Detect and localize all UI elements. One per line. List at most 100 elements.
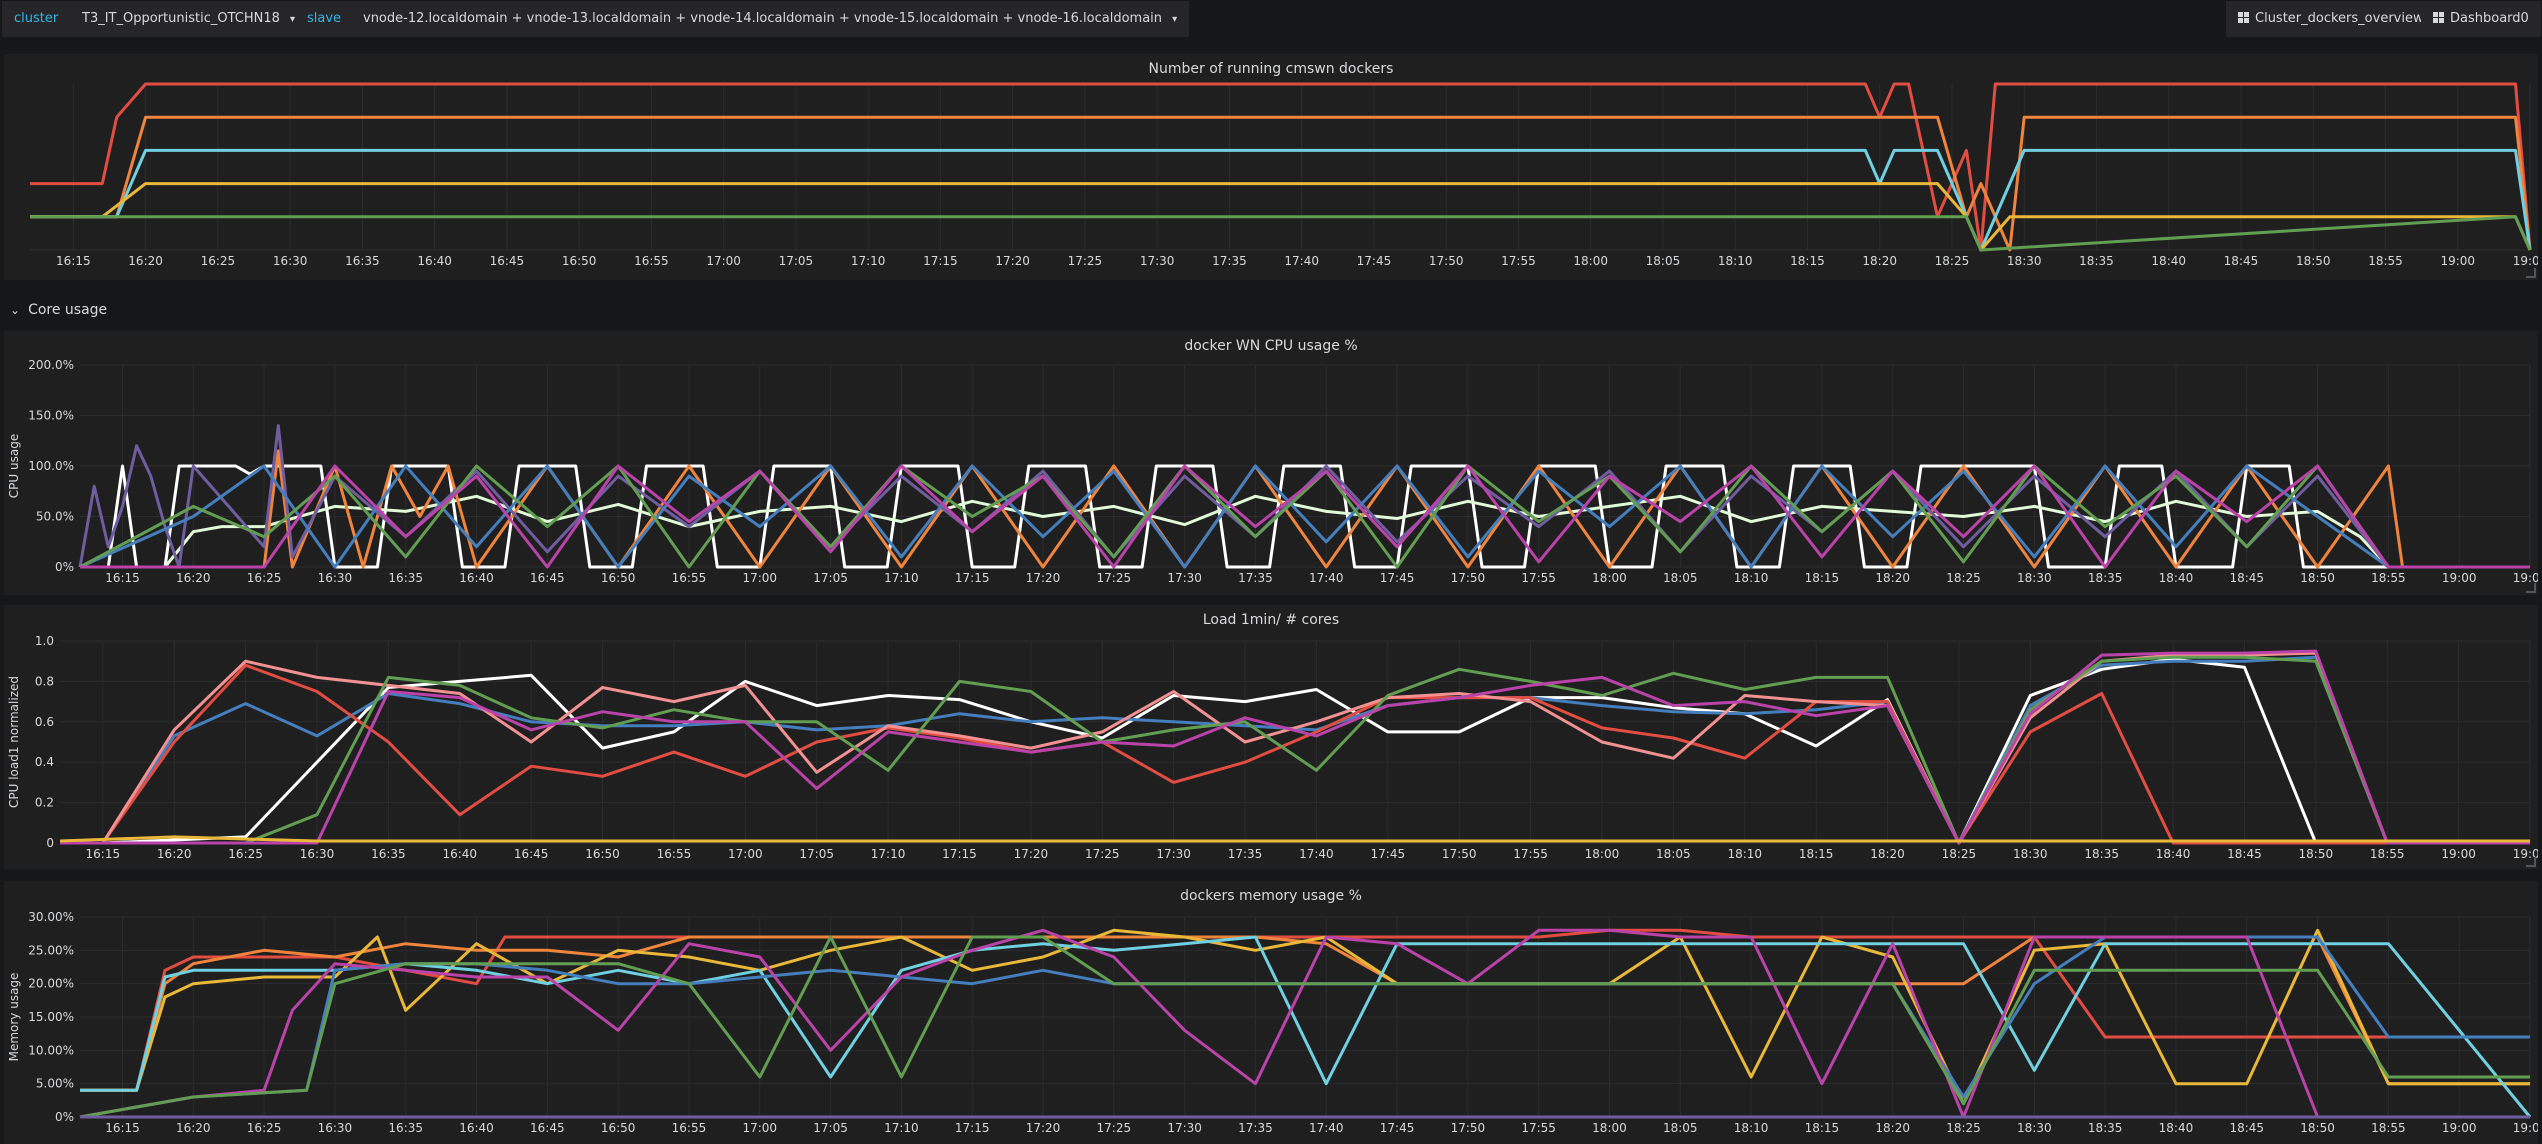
y-tick-label: 100.0% — [28, 459, 74, 473]
x-tick-label: 17:00 — [742, 1121, 777, 1135]
x-tick-label: 18:10 — [1734, 1121, 1769, 1135]
x-tick-label: 17:30 — [1167, 571, 1202, 585]
dashboard-link-dashboard0[interactable]: Dashboard0 — [2421, 1, 2541, 37]
series-line — [80, 928, 2530, 1092]
x-tick-label: 17:35 — [1238, 571, 1273, 585]
x-tick-label: 19:00 — [2440, 254, 2475, 268]
panel-resize-handle[interactable] — [2526, 268, 2536, 278]
series-line — [80, 464, 2530, 569]
x-tick-label: 18:40 — [2156, 847, 2191, 861]
x-tick-label: 16:25 — [228, 847, 263, 861]
chart-memory: dockers memory usage % Memory usage 30.00%… — [7, 888, 2538, 1135]
slave-variable-dropdown[interactable]: vnode-12.localdomain + vnode-13.localdom… — [351, 1, 1190, 37]
x-tick-label: 18:50 — [2300, 571, 2335, 585]
x-tick-label: 18:05 — [1646, 254, 1681, 268]
x-tick-label: 17:05 — [813, 571, 848, 585]
x-tick-label: 16:35 — [388, 571, 423, 585]
x-tick-label: 18:25 — [1946, 1121, 1981, 1135]
x-tick-label: 18:50 — [2299, 847, 2334, 861]
x-tick-label: 17:40 — [1284, 254, 1319, 268]
x-tick-label: 16:45 — [530, 571, 565, 585]
x-tick-label: 18:45 — [2227, 847, 2262, 861]
x-tick-label: 17:55 — [1521, 571, 1556, 585]
x-tick-label: 17:30 — [1140, 254, 1175, 268]
series-line — [60, 651, 2530, 845]
x-tick-label: 19:00 — [2441, 847, 2476, 861]
x-tick-label: 16:40 — [459, 1121, 494, 1135]
x-tick-label: 16:30 — [300, 847, 335, 861]
series-line — [30, 82, 2532, 252]
x-tick-label: 18:50 — [2300, 1121, 2335, 1135]
x-tick-label: 18:45 — [2229, 571, 2264, 585]
x-tick-label: 17:15 — [955, 571, 990, 585]
x-tick-label: 17:25 — [1097, 1121, 1132, 1135]
x-tick-label: 18:20 — [1870, 847, 1905, 861]
x-tick-label: 17:10 — [851, 254, 886, 268]
x-tick-label: 16:50 — [601, 571, 636, 585]
x-tick-label: 18:40 — [2159, 1121, 2194, 1135]
x-tick-label: 16:25 — [247, 571, 282, 585]
x-tick-label: 17:05 — [779, 254, 814, 268]
x-tick-label: 16:45 — [530, 1121, 565, 1135]
x-tick-label: 18:05 — [1663, 571, 1698, 585]
x-tick-label: 17:35 — [1228, 847, 1263, 861]
row-header-core-usage[interactable]: ⌄ Core usage — [0, 298, 107, 322]
x-tick-label: 18:35 — [2084, 847, 2119, 861]
y-tick-label: 0% — [55, 1110, 74, 1124]
x-tick-label: 17:40 — [1309, 1121, 1344, 1135]
panel-memory[interactable]: dockers memory usage % Memory usage 30.00%… — [4, 881, 2538, 1144]
cluster-variable-dropdown[interactable]: T3_IT_Opportunistic_OTCHN18 ▾ — [70, 1, 308, 37]
panel-cpu-usage[interactable]: docker WN CPU usage % CPU usage 200.0% 150.… — [4, 331, 2538, 595]
y-tick-label: 10.00% — [28, 1043, 74, 1057]
x-tick-label: 17:15 — [955, 1121, 990, 1135]
x-tick-label: 18:55 — [2370, 847, 2405, 861]
chart-cpu-usage: docker WN CPU usage % CPU usage 200.0% 150.… — [7, 338, 2538, 585]
dashboard-link-label: Cluster_dockers_overview — [2255, 11, 2424, 26]
panel-resize-handle[interactable] — [2526, 857, 2536, 867]
x-tick-label: 17:45 — [1357, 254, 1392, 268]
x-tick-label: 16:20 — [128, 254, 163, 268]
dashboard-link-cluster-dockers-overview[interactable]: Cluster_dockers_overview — [2226, 1, 2436, 37]
row-title: Core usage — [28, 302, 108, 318]
x-tick-label: 17:00 — [706, 254, 741, 268]
x-tick-label: 18:10 — [1734, 571, 1769, 585]
y-tick-label: 0.8 — [35, 674, 54, 688]
x-tick-label: 17:50 — [1429, 254, 1464, 268]
x-tick-label: 18:10 — [1718, 254, 1753, 268]
x-tick-label: 18:20 — [1862, 254, 1897, 268]
x-tick-label: 16:50 — [601, 1121, 636, 1135]
x-tick-label: 16:40 — [459, 571, 494, 585]
x-tick-label: 17:50 — [1451, 1121, 1486, 1135]
y-tick-label: 25.00% — [28, 943, 74, 957]
cluster-variable-value: T3_IT_Opportunistic_OTCHN18 — [82, 11, 280, 26]
series-line — [30, 148, 2532, 252]
x-tick-label: 18:00 — [1585, 847, 1620, 861]
x-tick-label: 17:45 — [1380, 571, 1415, 585]
series-line — [60, 657, 2530, 845]
x-tick-label: 16:50 — [585, 847, 620, 861]
x-tick-label: 18:15 — [1790, 254, 1825, 268]
series-line — [59, 835, 2530, 843]
x-tick-label: 17:55 — [1513, 847, 1548, 861]
y-tick-label: 15.00% — [28, 1010, 74, 1024]
y-tick-label: 50.0% — [36, 510, 74, 524]
panel-running-dockers[interactable]: Number of running cmswn dockers 16:15 16:2… — [4, 54, 2538, 280]
cluster-variable-label: cluster — [2, 1, 71, 37]
x-tick-label: 19:05 — [2513, 254, 2538, 268]
panel-load[interactable]: Load 1min/ # cores CPU load1 normalized 1.… — [4, 605, 2538, 869]
y-tick-label: 0 — [46, 836, 54, 850]
panel-resize-handle[interactable] — [2526, 583, 2536, 593]
x-tick-label: 16:55 — [634, 254, 669, 268]
x-tick-label: 16:55 — [672, 1121, 707, 1135]
x-tick-label: 17:10 — [884, 571, 919, 585]
x-tick-label: 17:10 — [884, 1121, 919, 1135]
x-tick-label: 17:50 — [1451, 571, 1486, 585]
x-tick-label: 17:50 — [1442, 847, 1477, 861]
x-tick-label: 18:40 — [2151, 254, 2186, 268]
x-tick-label: 16:35 — [371, 847, 406, 861]
x-tick-label: 18:15 — [1805, 1121, 1840, 1135]
chart-title: Load 1min/ # cores — [1203, 612, 1339, 628]
x-tick-label: 16:25 — [247, 1121, 282, 1135]
series-line — [80, 928, 2530, 1106]
y-tick-label: 0.6 — [35, 715, 54, 729]
